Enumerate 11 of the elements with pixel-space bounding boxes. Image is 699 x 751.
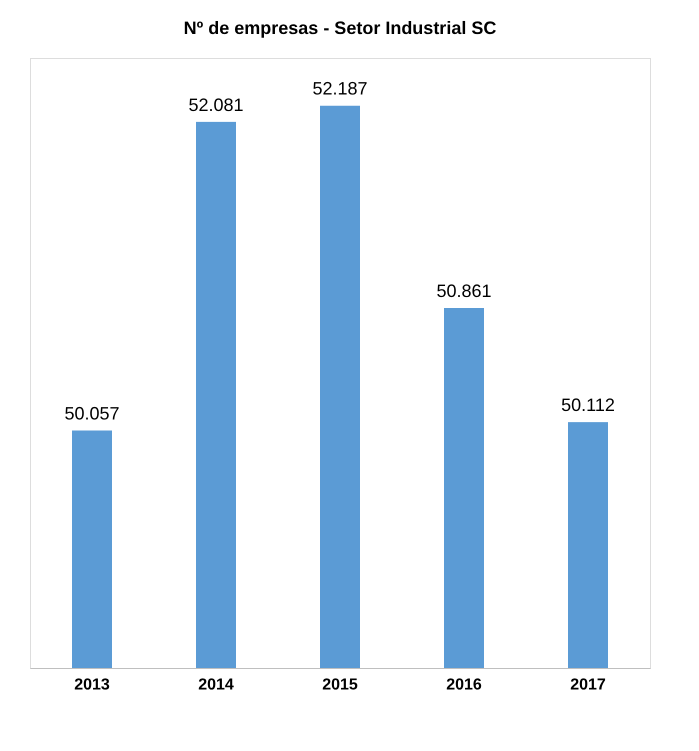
x-tick-label: 2016: [446, 676, 482, 694]
x-tick-label: 2013: [74, 676, 110, 694]
data-label: 50.112: [561, 395, 615, 416]
data-label: 50.861: [436, 280, 492, 301]
x-tick-label: 2017: [570, 676, 606, 694]
x-tick-label: 2015: [322, 676, 358, 694]
chart-title: Nº de empresas - Setor Industrial SC: [184, 18, 496, 38]
x-tick-label: 2014: [198, 676, 234, 694]
data-label: 50.057: [64, 404, 120, 424]
data-label: 52.081: [188, 94, 244, 115]
data-label: 52.187: [312, 78, 368, 99]
